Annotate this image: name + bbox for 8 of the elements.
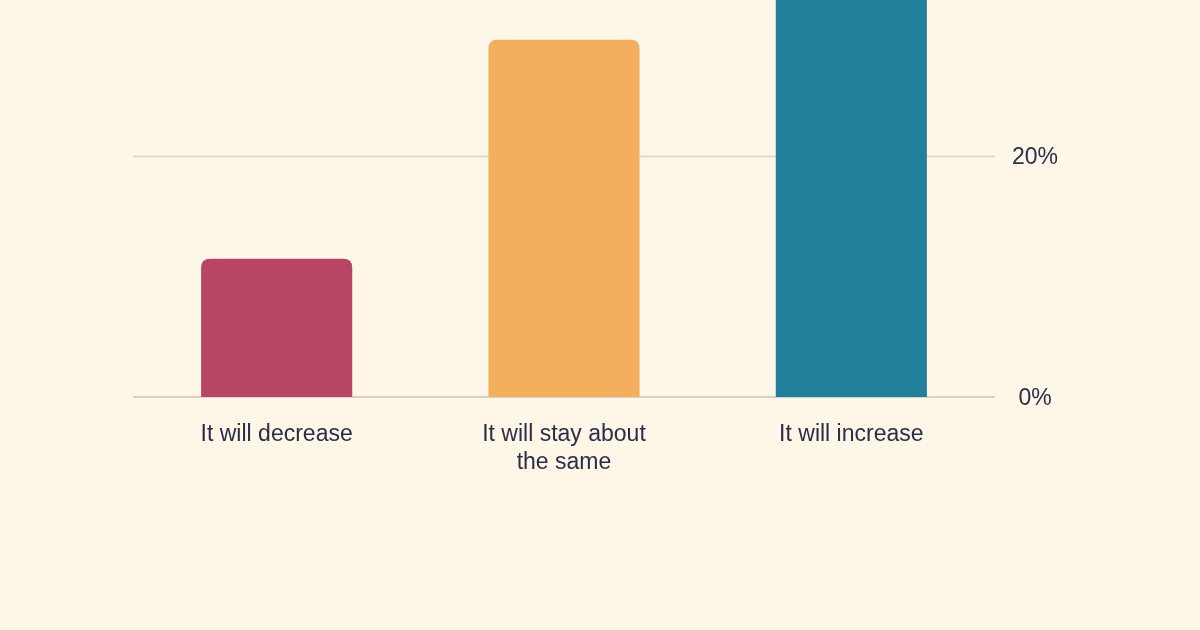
bar	[488, 39, 640, 397]
x-tick-label: It will decrease	[200, 420, 353, 446]
y-tick-label: 0%	[1018, 384, 1052, 411]
y-tick-label: 20%	[1011, 143, 1059, 170]
x-tick-label: It will stay about the same	[482, 420, 647, 474]
bar	[775, 0, 927, 397]
x-tick-label: It will increase	[779, 420, 924, 446]
bar	[201, 258, 353, 397]
